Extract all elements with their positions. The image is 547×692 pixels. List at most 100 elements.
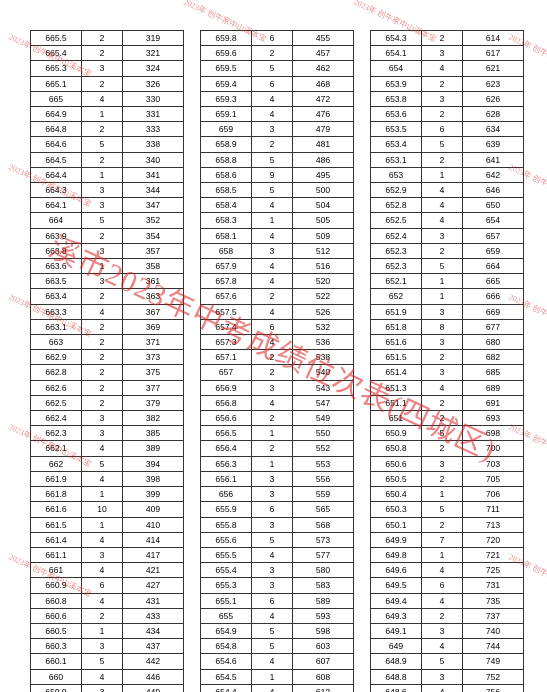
- table-row: 653.92623: [371, 76, 524, 91]
- table-row: 6583512: [201, 243, 354, 258]
- cell: 1: [82, 259, 123, 274]
- cell: 3: [422, 623, 463, 638]
- cell: 2: [422, 31, 463, 46]
- table-row: 652.84650: [371, 198, 524, 213]
- table-row: 660.15442: [31, 654, 184, 669]
- cell: 740: [463, 623, 524, 638]
- cell: 657.1: [201, 350, 252, 365]
- cell: 665.5: [31, 31, 82, 46]
- cell: 655.8: [201, 517, 252, 532]
- cell: 621: [463, 61, 524, 76]
- cell: 614: [463, 31, 524, 46]
- table-row: 658.85486: [201, 152, 354, 167]
- cell: 3: [82, 411, 123, 426]
- cell: 5: [82, 654, 123, 669]
- table-row: 651.43685: [371, 365, 524, 380]
- cell: 532: [293, 319, 354, 334]
- cell: 664.5: [31, 152, 82, 167]
- cell: 9: [252, 167, 293, 182]
- cell: 713: [463, 517, 524, 532]
- cell: 663.4: [31, 289, 82, 304]
- table-row: 650.12713: [371, 517, 524, 532]
- cell: 654.1: [371, 46, 422, 61]
- cell: 649.5: [371, 578, 422, 593]
- table-row: 657.62522: [201, 289, 354, 304]
- cell: 700: [463, 441, 524, 456]
- cell: 385: [123, 426, 184, 441]
- cell: 652: [371, 289, 422, 304]
- table-row: 659.62457: [201, 46, 354, 61]
- table-row: 653.83626: [371, 91, 524, 106]
- cell: 3: [422, 46, 463, 61]
- cell: 752: [463, 669, 524, 684]
- cell: 663.9: [31, 228, 82, 243]
- cell: 331: [123, 107, 184, 122]
- cell: 2: [252, 289, 293, 304]
- cell: 669: [463, 304, 524, 319]
- table-row: 652.54654: [371, 213, 524, 228]
- cell: 394: [123, 456, 184, 471]
- cell: 338: [123, 137, 184, 152]
- cell: 559: [293, 487, 354, 502]
- cell: 4: [82, 532, 123, 547]
- cell: 5: [422, 654, 463, 669]
- table-row: 663.34367: [31, 304, 184, 319]
- cell: 2: [422, 608, 463, 623]
- cell: 4: [252, 395, 293, 410]
- cell: 3: [82, 684, 123, 692]
- cell: 4: [252, 259, 293, 274]
- cell: 653.1: [371, 152, 422, 167]
- cell: 1: [82, 107, 123, 122]
- table-row: 649.97720: [371, 532, 524, 547]
- cell: 655.6: [201, 532, 252, 547]
- cell: 549: [293, 411, 354, 426]
- cell: 536: [293, 335, 354, 350]
- cell: 500: [293, 183, 354, 198]
- cell: 657.5: [201, 304, 252, 319]
- cell: 414: [123, 532, 184, 547]
- cell: 354: [123, 228, 184, 243]
- cell: 663: [31, 335, 82, 350]
- cell: 639: [463, 137, 524, 152]
- cell: 7: [422, 532, 463, 547]
- cell: 653.9: [371, 76, 422, 91]
- table-row: 654.64607: [201, 654, 354, 669]
- cell: 731: [463, 578, 524, 593]
- cell: 665.4: [31, 46, 82, 61]
- cell: 648.8: [371, 669, 422, 684]
- table-row: 656.13556: [201, 471, 354, 486]
- table-row: 661.44414: [31, 532, 184, 547]
- cell: 653: [371, 167, 422, 182]
- cell: 663.5: [31, 274, 82, 289]
- cell: 4: [422, 198, 463, 213]
- cell: 1: [82, 517, 123, 532]
- cell: 4: [252, 654, 293, 669]
- cell: 4: [82, 304, 123, 319]
- cell: 642: [463, 167, 524, 182]
- cell: 495: [293, 167, 354, 182]
- cell: 352: [123, 213, 184, 228]
- cell: 662.8: [31, 365, 82, 380]
- cell: 651.1: [371, 395, 422, 410]
- table-row: 6531642: [371, 167, 524, 182]
- cell: 626: [463, 91, 524, 106]
- cell: 657: [201, 365, 252, 380]
- cell: 634: [463, 122, 524, 137]
- cell: 663.6: [31, 259, 82, 274]
- table-row: 648.83752: [371, 669, 524, 684]
- cell: 2: [82, 365, 123, 380]
- cell: 657.6: [201, 289, 252, 304]
- cell: 735: [463, 593, 524, 608]
- cell: 382: [123, 411, 184, 426]
- table-row: 661.610409: [31, 502, 184, 517]
- cell: 479: [293, 122, 354, 137]
- cell: 677: [463, 319, 524, 334]
- table-row: 650.82700: [371, 441, 524, 456]
- table-row: 652.11665: [371, 274, 524, 289]
- cell: 427: [123, 578, 184, 593]
- cell: 659.8: [201, 31, 252, 46]
- cell: 662.4: [31, 411, 82, 426]
- cell: 5: [422, 426, 463, 441]
- cell: 4: [422, 183, 463, 198]
- cell: 656.8: [201, 395, 252, 410]
